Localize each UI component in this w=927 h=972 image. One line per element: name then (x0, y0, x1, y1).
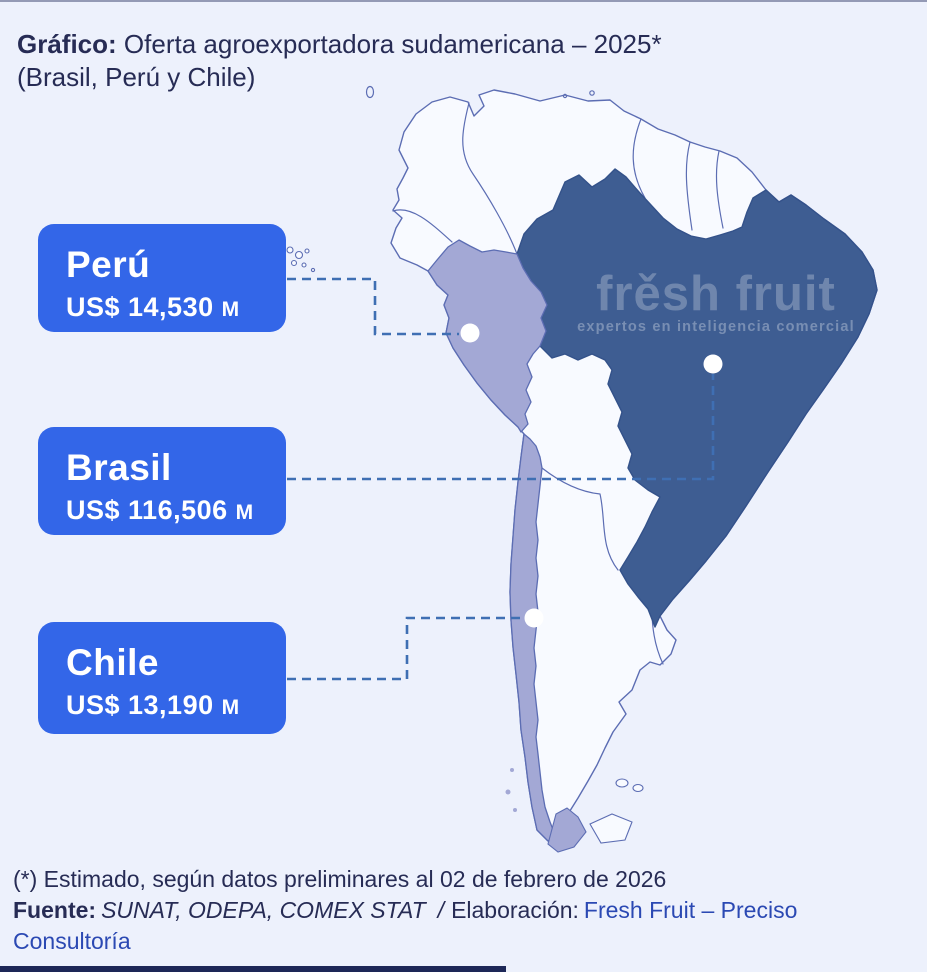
chile-country-name: Chile (66, 642, 159, 683)
chart-title-main: Oferta agroexportadora sudamericana – 20… (123, 29, 662, 59)
brasil-export-value: US$ 116,506 M (66, 495, 254, 525)
chile-label-card: Chile US$ 13,190 M (38, 622, 286, 734)
chile-leader-line (287, 616, 523, 681)
peru-value-unit: M (221, 298, 240, 321)
brasil-country-name: Brasil (66, 447, 172, 488)
coastal-islets (562, 90, 595, 99)
brasil-leader-line (287, 374, 715, 481)
tierra-del-fuego-argentina (589, 813, 633, 844)
peru-label-card: Perú US$ 14,530 M (38, 224, 286, 332)
galapagos-islands (286, 246, 316, 273)
leader-lines (287, 277, 715, 681)
elaboration-label: Elaboración: (451, 897, 579, 923)
brasil-marker (703, 354, 723, 374)
brazil-region (516, 168, 878, 628)
source-line: Fuente: SUNAT, ODEPA, COMEX STAT / Elaborac… (13, 895, 901, 957)
chile-region (509, 433, 557, 842)
country-borders (392, 102, 724, 665)
elaboration-value: Fresh Fruit – Preciso Consultoría (13, 897, 798, 954)
source-label: Fuente: (13, 897, 97, 923)
bottom-accent-bar (0, 966, 506, 972)
peru-leader-line (287, 277, 459, 336)
source-separator: / (437, 897, 445, 923)
brasil-value-unit: M (235, 501, 254, 524)
watermark-brand: frěsh fruit (596, 267, 836, 321)
chart-title-line2: (Brasil, Perú y Chile) (17, 62, 256, 92)
watermark-tagline: expertos en inteligencia comercial (577, 319, 855, 335)
chile-export-value: US$ 13,190 M (66, 690, 240, 720)
falkland-islands (615, 778, 644, 793)
chile-marker (524, 608, 544, 628)
brasil-label-card: Brasil US$ 116,506 M (38, 427, 286, 535)
chile-value-unit: M (221, 696, 240, 719)
footnote-block: (*) Estimado, según datos preliminares a… (13, 864, 901, 957)
peru-export-value: US$ 14,530 M (66, 292, 240, 322)
caribbean-island (365, 85, 375, 99)
chilean-fjord-islets (505, 768, 517, 812)
tierra-del-fuego-chile (547, 807, 587, 853)
chart-title: Gráfico: Oferta agroexportadora sudameri… (17, 28, 662, 94)
peru-country-name: Perú (66, 244, 151, 285)
chart-title-prefix: Gráfico: (17, 29, 117, 59)
estimate-note: (*) Estimado, según datos preliminares a… (13, 866, 667, 892)
peru-region (427, 239, 548, 433)
source-value: SUNAT, ODEPA, COMEX STAT (101, 897, 426, 923)
location-markers (460, 323, 723, 628)
chart-title-line1: Gráfico: Oferta agroexportadora sudameri… (17, 28, 662, 61)
peru-marker (460, 323, 480, 343)
